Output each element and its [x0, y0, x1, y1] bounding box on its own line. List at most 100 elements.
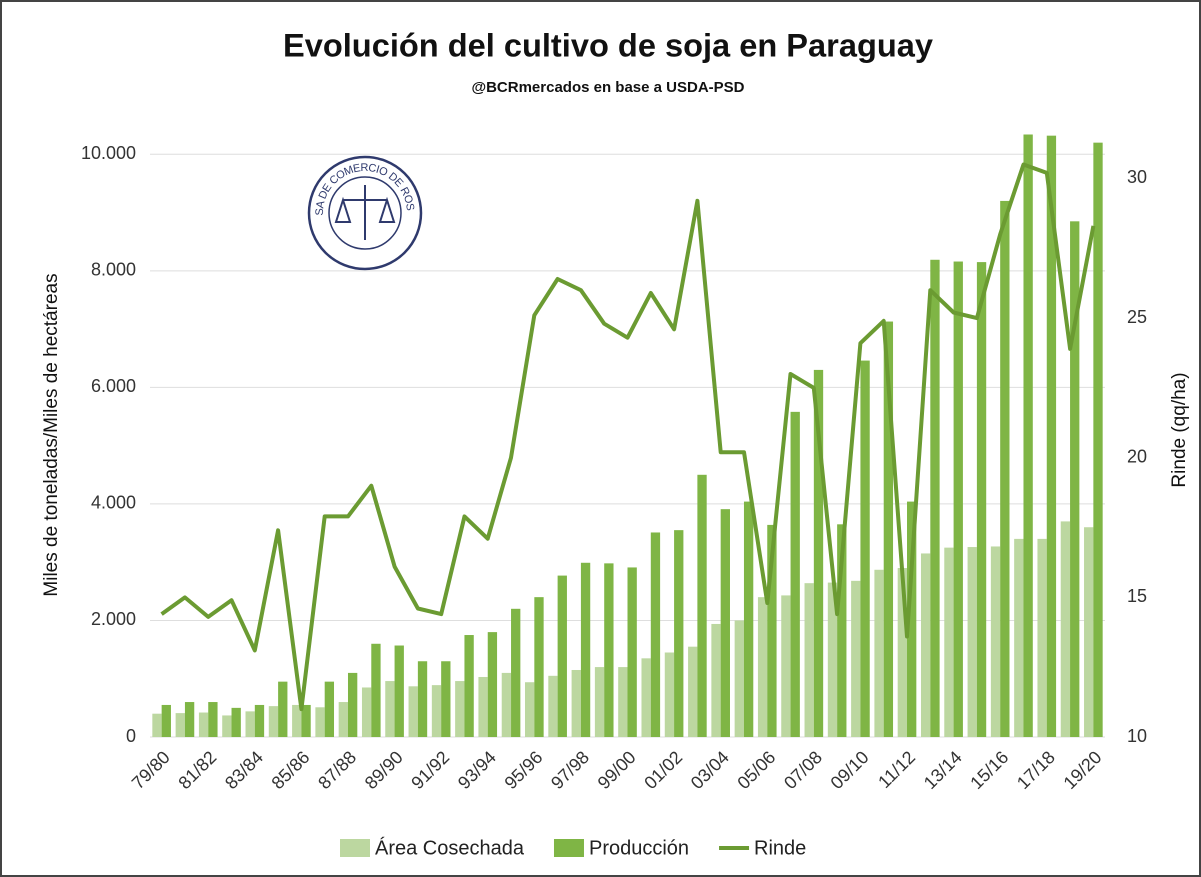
bar — [571, 669, 581, 737]
bar — [641, 658, 651, 737]
bar — [1000, 200, 1010, 737]
bar — [781, 595, 791, 737]
bar — [268, 706, 279, 737]
bar — [464, 635, 474, 737]
legend-swatch — [553, 839, 584, 857]
y-tick-label: 4.000 — [91, 493, 136, 513]
bar — [198, 712, 209, 737]
bar — [990, 546, 1001, 737]
y2-tick-label: 15 — [1127, 586, 1147, 606]
chart-subtitle: @BCRmercados en base a USDA-PSD — [471, 79, 744, 96]
bar — [743, 501, 754, 737]
bar — [757, 597, 768, 737]
bar — [408, 686, 418, 737]
bar — [767, 524, 777, 737]
bar — [618, 667, 628, 737]
bar — [720, 509, 730, 737]
bar — [301, 704, 311, 737]
bar — [1023, 134, 1033, 737]
bar — [804, 583, 814, 737]
y2-tick-label: 30 — [1127, 167, 1147, 187]
bar — [920, 553, 931, 737]
bar — [944, 547, 954, 737]
bar — [827, 582, 838, 737]
bar — [883, 321, 894, 737]
y-tick-label: 8.000 — [91, 260, 136, 280]
bar — [790, 411, 800, 737]
bar — [548, 675, 558, 737]
bar — [534, 597, 544, 737]
bar — [254, 704, 265, 737]
bar — [347, 672, 358, 737]
legend-label: Área Cosechada — [375, 836, 525, 859]
bar — [897, 568, 908, 737]
bar — [557, 575, 567, 737]
bar — [1060, 521, 1071, 737]
bar — [953, 261, 963, 737]
bar — [837, 524, 847, 737]
bar — [371, 643, 381, 737]
bar — [161, 704, 171, 737]
bar — [1014, 538, 1024, 737]
bar — [627, 567, 637, 737]
bar — [664, 652, 675, 737]
bar — [580, 562, 591, 737]
bar — [315, 707, 325, 737]
bar — [1070, 221, 1080, 737]
y-tick-label: 2.000 — [91, 609, 136, 629]
bar — [1046, 135, 1057, 737]
y-tick-label: 0 — [126, 726, 136, 746]
y2-tick-label: 25 — [1127, 307, 1147, 327]
bar — [874, 569, 884, 737]
bar — [487, 632, 498, 737]
legend-label: Producción — [589, 837, 689, 859]
bar — [152, 713, 162, 737]
bar — [650, 532, 661, 737]
bar — [231, 707, 241, 737]
bar — [478, 676, 488, 737]
bar — [1084, 527, 1094, 737]
bar — [278, 681, 288, 737]
bar — [813, 369, 824, 737]
y2-axis-label: Rinde (qq/ha) — [1169, 372, 1190, 487]
logo-scales — [334, 185, 396, 240]
y2-tick-label: 10 — [1127, 726, 1147, 746]
bar — [245, 711, 255, 737]
bar — [338, 702, 348, 737]
y-tick-label: 6.000 — [91, 376, 136, 396]
bar — [222, 715, 232, 737]
bar — [208, 702, 218, 737]
bar — [184, 702, 195, 737]
bar — [930, 259, 940, 737]
bar — [860, 360, 870, 737]
bar — [697, 474, 707, 737]
bar — [688, 646, 698, 737]
y-axis-label: Miles de toneladas/Miles de hectáreas — [41, 273, 62, 596]
bar — [385, 681, 395, 737]
bar — [967, 547, 977, 737]
bar — [976, 262, 987, 737]
bar — [431, 685, 442, 737]
bar — [604, 563, 614, 737]
bar — [361, 687, 372, 737]
bar — [851, 580, 861, 737]
bar — [501, 672, 512, 737]
bar — [292, 704, 302, 737]
chart-title: Evolución del cultivo de soja en Paragua… — [283, 27, 933, 63]
y2-tick-label: 20 — [1127, 446, 1147, 466]
bar — [455, 681, 465, 737]
bar — [1037, 538, 1047, 737]
bar — [441, 661, 451, 737]
legend-label: Rinde — [754, 837, 806, 859]
bar — [525, 682, 535, 737]
bar — [324, 681, 335, 737]
legend-swatch — [340, 839, 370, 857]
bar — [907, 501, 917, 737]
bar — [734, 620, 744, 737]
bar — [511, 608, 521, 737]
bar — [394, 645, 404, 737]
y-tick-label: 10.000 — [81, 143, 136, 163]
bar — [674, 530, 684, 737]
